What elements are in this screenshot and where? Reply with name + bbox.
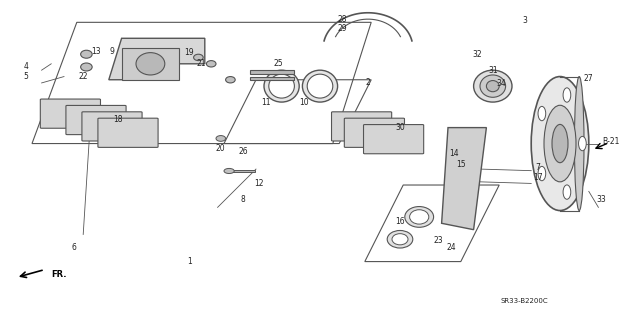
- Text: 30: 30: [395, 123, 405, 132]
- Text: 33: 33: [596, 195, 607, 204]
- FancyBboxPatch shape: [40, 99, 100, 128]
- Text: 14: 14: [449, 149, 460, 158]
- Text: 1: 1: [187, 257, 192, 266]
- Text: 24: 24: [446, 243, 456, 252]
- Text: 3: 3: [522, 16, 527, 25]
- Ellipse shape: [552, 124, 568, 163]
- Text: 20: 20: [216, 144, 226, 153]
- Text: 10: 10: [299, 98, 309, 107]
- Polygon shape: [442, 128, 486, 230]
- Text: 5: 5: [23, 72, 28, 81]
- FancyBboxPatch shape: [332, 112, 392, 141]
- Bar: [250, 70, 294, 74]
- Text: 7: 7: [535, 163, 540, 172]
- Ellipse shape: [387, 230, 413, 248]
- Ellipse shape: [81, 63, 92, 71]
- Text: 25: 25: [273, 59, 284, 68]
- Text: 12: 12: [255, 179, 264, 188]
- FancyBboxPatch shape: [364, 124, 424, 154]
- FancyBboxPatch shape: [66, 106, 126, 135]
- Ellipse shape: [392, 234, 408, 245]
- Bar: [250, 77, 294, 80]
- Ellipse shape: [193, 54, 204, 61]
- Ellipse shape: [563, 88, 571, 102]
- Text: 2: 2: [365, 78, 371, 87]
- FancyBboxPatch shape: [82, 112, 142, 141]
- Bar: [232, 170, 255, 172]
- Ellipse shape: [410, 210, 429, 224]
- Ellipse shape: [563, 185, 571, 199]
- Text: 18: 18: [114, 115, 123, 124]
- Text: 28: 28: [338, 15, 347, 24]
- Text: 31: 31: [488, 66, 498, 75]
- Circle shape: [224, 168, 234, 174]
- Text: 13: 13: [91, 47, 101, 56]
- Text: 11: 11: [261, 98, 270, 107]
- Ellipse shape: [579, 136, 586, 151]
- Text: 26: 26: [238, 147, 248, 156]
- Ellipse shape: [474, 70, 512, 102]
- Ellipse shape: [302, 70, 338, 102]
- Ellipse shape: [575, 77, 584, 211]
- FancyBboxPatch shape: [344, 118, 404, 147]
- Text: B-21: B-21: [602, 137, 620, 146]
- Text: 19: 19: [184, 48, 194, 57]
- Ellipse shape: [531, 77, 589, 211]
- FancyBboxPatch shape: [98, 118, 158, 147]
- Ellipse shape: [206, 61, 216, 67]
- Bar: [122, 48, 179, 80]
- Text: 6: 6: [71, 243, 76, 252]
- Ellipse shape: [405, 207, 434, 227]
- Ellipse shape: [269, 74, 294, 98]
- Ellipse shape: [538, 167, 546, 181]
- Text: 29: 29: [337, 24, 348, 33]
- Text: 15: 15: [456, 160, 466, 169]
- Ellipse shape: [307, 74, 333, 98]
- Text: FR.: FR.: [51, 270, 67, 279]
- Ellipse shape: [136, 53, 165, 75]
- Text: 34: 34: [496, 79, 506, 88]
- Ellipse shape: [264, 70, 300, 102]
- Text: 9: 9: [109, 47, 115, 56]
- Ellipse shape: [225, 77, 236, 83]
- Ellipse shape: [216, 136, 226, 141]
- Polygon shape: [109, 38, 205, 80]
- Text: 27: 27: [584, 74, 594, 83]
- Ellipse shape: [544, 105, 576, 182]
- Text: 4: 4: [23, 63, 28, 71]
- Text: 21: 21: [197, 59, 206, 68]
- Ellipse shape: [538, 106, 546, 121]
- Text: 8: 8: [241, 195, 246, 204]
- Text: 17: 17: [532, 173, 543, 182]
- Ellipse shape: [81, 50, 92, 58]
- Text: SR33-B2200C: SR33-B2200C: [501, 299, 548, 304]
- Ellipse shape: [480, 75, 506, 97]
- Text: 22: 22: [79, 72, 88, 81]
- Text: 32: 32: [472, 50, 482, 59]
- Text: 16: 16: [395, 217, 405, 226]
- Text: 23: 23: [433, 236, 444, 245]
- Ellipse shape: [486, 80, 499, 92]
